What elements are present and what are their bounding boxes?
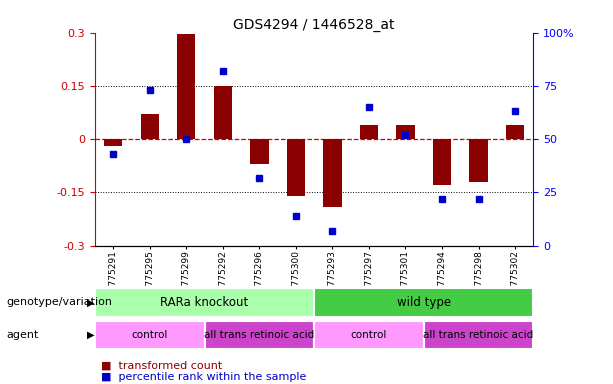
- Text: genotype/variation: genotype/variation: [6, 297, 112, 308]
- Text: ▶: ▶: [87, 330, 94, 340]
- Text: ■  percentile rank within the sample: ■ percentile rank within the sample: [101, 372, 306, 382]
- Bar: [506, 125, 524, 139]
- Bar: [140, 114, 159, 139]
- Bar: [360, 125, 378, 139]
- Text: wild type: wild type: [397, 296, 451, 309]
- Bar: [214, 86, 232, 139]
- Text: RARa knockout: RARa knockout: [161, 296, 249, 309]
- Bar: [433, 139, 451, 185]
- Bar: [323, 139, 341, 207]
- Text: control: control: [351, 330, 387, 340]
- Text: ▶: ▶: [87, 297, 94, 308]
- Title: GDS4294 / 1446528_at: GDS4294 / 1446528_at: [234, 18, 395, 31]
- Bar: [470, 139, 488, 182]
- Text: all trans retinoic acid: all trans retinoic acid: [204, 330, 314, 340]
- Bar: [104, 139, 123, 146]
- Bar: [287, 139, 305, 196]
- Bar: [250, 139, 268, 164]
- Text: control: control: [132, 330, 168, 340]
- Text: ■  transformed count: ■ transformed count: [101, 361, 223, 371]
- Bar: [177, 35, 196, 139]
- Text: agent: agent: [6, 330, 39, 340]
- Text: all trans retinoic acid: all trans retinoic acid: [424, 330, 534, 340]
- Bar: [397, 125, 414, 139]
